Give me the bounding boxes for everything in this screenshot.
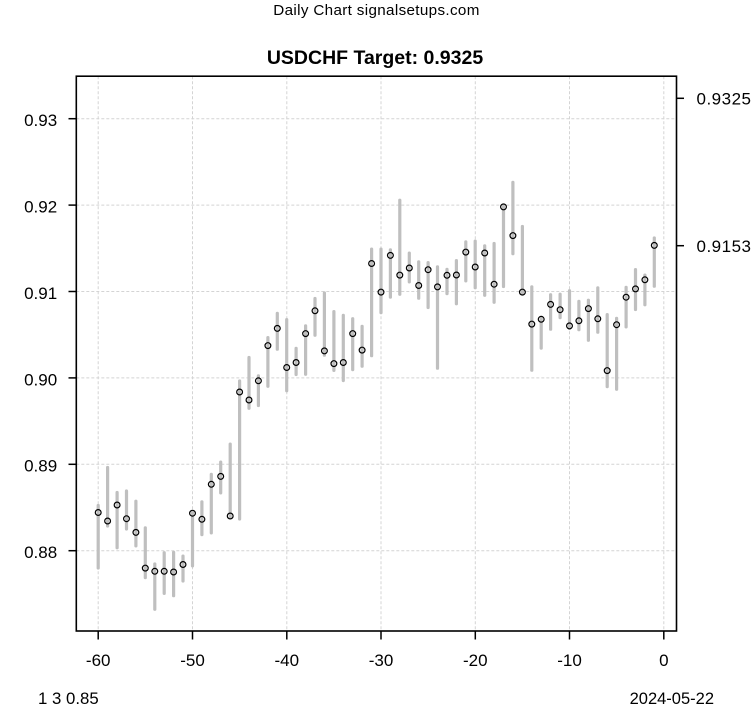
svg-text:0.9325: 0.9325 (697, 90, 752, 109)
svg-text:-20: -20 (463, 651, 488, 670)
svg-text:USDCHF Target: 0.9325: USDCHF Target: 0.9325 (267, 47, 484, 69)
svg-text:2024-05-22: 2024-05-22 (630, 690, 714, 708)
svg-text:-50: -50 (180, 651, 205, 670)
svg-text:-40: -40 (275, 651, 300, 670)
svg-text:0.91: 0.91 (24, 284, 57, 303)
svg-text:-60: -60 (86, 651, 111, 670)
svg-text:1 3 0.85: 1 3 0.85 (38, 689, 99, 708)
svg-text:-30: -30 (369, 651, 394, 670)
svg-text:0.92: 0.92 (24, 198, 57, 217)
svg-text:Daily Chart signalsetups.com: Daily Chart signalsetups.com (273, 2, 479, 19)
svg-text:0: 0 (659, 651, 668, 670)
svg-text:0.9153: 0.9153 (697, 237, 752, 256)
svg-text:0.90: 0.90 (24, 370, 57, 389)
svg-text:0.89: 0.89 (24, 457, 57, 476)
svg-text:0.93: 0.93 (24, 111, 57, 130)
svg-text:-10: -10 (557, 651, 582, 670)
svg-text:0.88: 0.88 (24, 543, 57, 562)
